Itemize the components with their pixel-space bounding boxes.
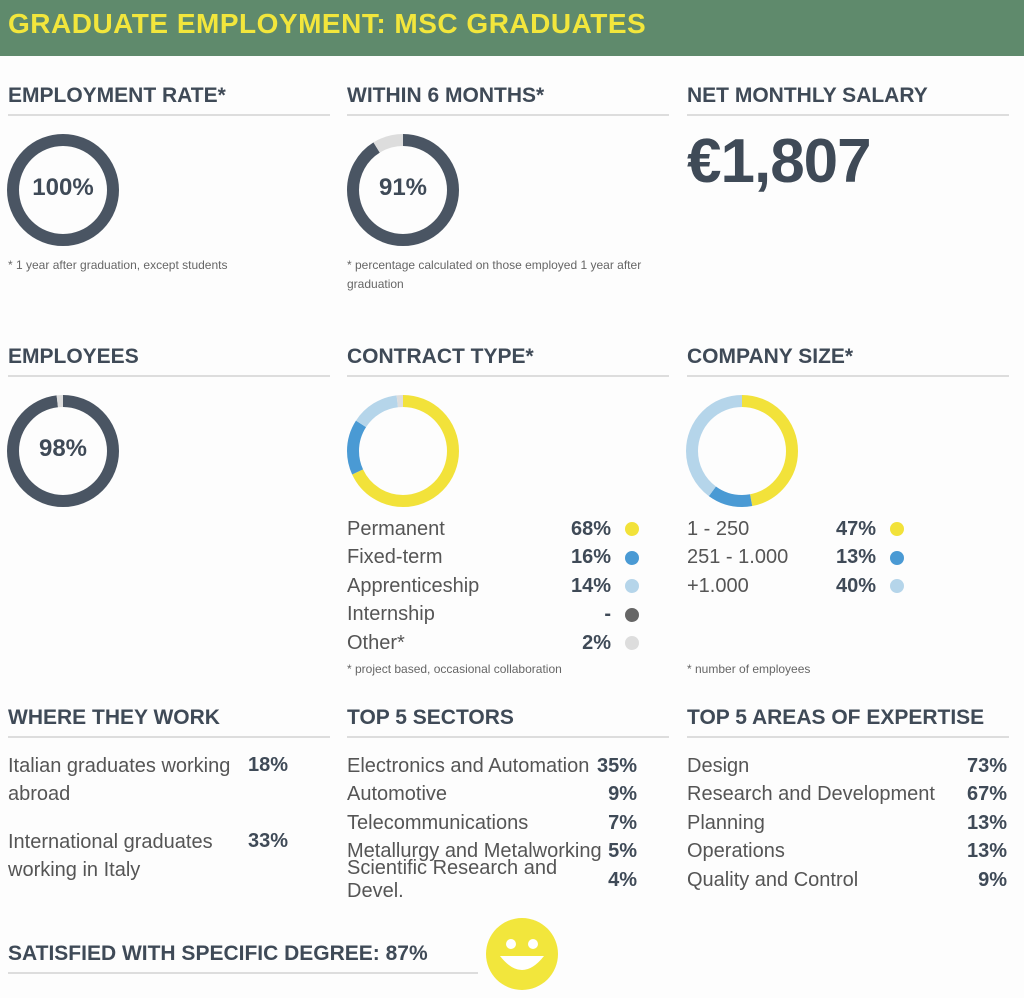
employment-rate-heading: EMPLOYMENT RATE* xyxy=(8,84,330,116)
smiley-icon xyxy=(486,918,558,990)
sectors-row: Telecommunications 7% xyxy=(347,809,637,837)
donut-segment--1-000 xyxy=(686,395,798,507)
legend-dot-icon xyxy=(890,579,904,593)
row-label: +1.000 xyxy=(687,574,749,597)
banner: GRADUATE EMPLOYMENT: MSC GRADUATES xyxy=(0,0,1024,56)
salary-value: €1,807 xyxy=(687,127,872,196)
sectors-row: Metallurgy and Metalworking 5% xyxy=(347,838,637,866)
contract-row: Other* 2% xyxy=(347,629,639,657)
within-6-months-heading: WITHIN 6 MONTHS* xyxy=(347,84,669,116)
where-label-1: International graduates working in Italy xyxy=(8,831,213,881)
row-label: Internship xyxy=(347,603,435,625)
employees-donut xyxy=(7,395,119,507)
row-label: 251 - 1.000 xyxy=(687,546,789,568)
legend-dot-icon xyxy=(625,522,639,536)
legend-dot-icon xyxy=(625,579,639,593)
contract-heading: CONTRACT TYPE* xyxy=(347,345,669,377)
contract-note: * project based, occasional collaboratio… xyxy=(347,662,562,676)
expertise-row: Operations 13% xyxy=(687,838,1007,866)
legend-dot-icon xyxy=(625,550,639,565)
row-value: 47% xyxy=(835,517,876,540)
contract-donut xyxy=(347,395,459,507)
row-value: 13% xyxy=(835,546,876,568)
where-value-1: 33% xyxy=(248,830,289,852)
row-value: - xyxy=(604,603,611,625)
row-label: Scientific Research and Devel. xyxy=(347,857,558,902)
row-value: 68% xyxy=(570,517,611,540)
donut-segment-later xyxy=(347,134,459,246)
expertise-row: Quality and Control 9% xyxy=(687,866,1007,894)
row-label: Permanent xyxy=(347,517,445,540)
row-label: Design xyxy=(687,754,750,777)
row-label: Fixed-term xyxy=(347,546,443,568)
company-heading: COMPANY SIZE* xyxy=(687,345,1009,377)
donut-segment-fixed-term xyxy=(347,395,459,507)
row-label: Telecommunications xyxy=(347,811,529,834)
row-label: 1 - 250 xyxy=(687,517,750,540)
expertise-heading: TOP 5 AREAS OF EXPERTISE xyxy=(687,706,1009,738)
row-label: Electronics and Automation xyxy=(347,754,590,777)
page-title: GRADUATE EMPLOYMENT: MSC GRADUATES xyxy=(8,8,647,39)
legend-dot-icon xyxy=(890,522,904,536)
row-value: 14% xyxy=(570,574,611,597)
satisfied-label: SATISFIED WITH SPECIFIC DEGREE: 87% xyxy=(8,942,478,974)
salary-heading: NET MONTHLY SALARY xyxy=(687,84,1009,116)
donut-segment-251-1-000 xyxy=(686,395,798,507)
sectors-row: Automotive 9% xyxy=(347,781,637,809)
employment-rate-donut xyxy=(7,134,119,246)
row-value: 9% xyxy=(608,783,637,805)
row-label: Other* xyxy=(347,631,405,654)
where-value-0: 18% xyxy=(248,754,289,776)
legend-dot-icon xyxy=(625,607,639,622)
legend-dot-icon xyxy=(625,636,639,650)
row-label: Apprenticeship xyxy=(347,574,480,597)
row-label: Research and Development xyxy=(687,783,935,805)
contract-row: Fixed-term 16% xyxy=(347,544,639,572)
donut-segment-other- xyxy=(347,395,459,507)
row-value: 73% xyxy=(966,754,1007,777)
row-label: Automotive xyxy=(347,783,448,805)
row-value: 13% xyxy=(966,811,1007,834)
row-value: 13% xyxy=(966,840,1007,862)
row-value: 35% xyxy=(596,754,637,777)
contract-row: Apprenticeship 14% xyxy=(347,572,639,600)
company-row: +1.000 40% xyxy=(687,572,904,600)
row-label: Planning xyxy=(687,811,765,834)
sectors-row: Scientific Research and Devel. 4% xyxy=(347,857,637,902)
employment-rate-value: 100% xyxy=(32,174,94,201)
employees-value: 98% xyxy=(38,435,88,462)
within-6-months-value: 91% xyxy=(378,174,428,201)
row-value: 40% xyxy=(835,574,876,597)
legend-dot-icon xyxy=(890,550,904,565)
sectors-heading: TOP 5 SECTORS xyxy=(347,706,669,738)
row-label: Quality and Control xyxy=(687,868,859,891)
row-value: 5% xyxy=(608,840,637,862)
expertise-row: Planning 13% xyxy=(687,809,1007,837)
row-value: 67% xyxy=(966,783,1007,805)
company-donut xyxy=(686,395,798,507)
expertise-row: Research and Development 67% xyxy=(687,781,1007,809)
within-6-months-donut xyxy=(347,134,459,246)
company-row: 251 - 1.000 13% xyxy=(687,544,904,572)
row-value: 9% xyxy=(978,868,1007,891)
row-label: Operations xyxy=(687,840,785,862)
employment-rate-note: * 1 year after graduation, except studen… xyxy=(8,258,228,272)
donut-segment-employed xyxy=(7,134,119,246)
donut-segment-other xyxy=(7,395,119,507)
within-6-months-note: * percentage calculated on those employe… xyxy=(347,258,642,291)
contract-row: Permanent 68% xyxy=(347,515,639,543)
employees-heading: EMPLOYEES xyxy=(8,345,330,377)
row-value: 7% xyxy=(608,811,637,834)
contract-row: Internship - xyxy=(347,601,639,629)
row-value: 2% xyxy=(582,631,611,654)
company-note: * number of employees xyxy=(687,662,811,676)
sectors-row: Electronics and Automation 35% xyxy=(347,752,637,780)
where-heading: WHERE THEY WORK xyxy=(8,706,330,738)
row-value: 4% xyxy=(608,868,637,891)
row-label: Metallurgy and Metalworking xyxy=(347,840,602,862)
where-label-0: Italian graduates working abroad xyxy=(8,755,231,805)
company-row: 1 - 250 47% xyxy=(687,515,904,543)
expertise-row: Design 73% xyxy=(687,752,1007,780)
row-value: 16% xyxy=(570,546,611,568)
